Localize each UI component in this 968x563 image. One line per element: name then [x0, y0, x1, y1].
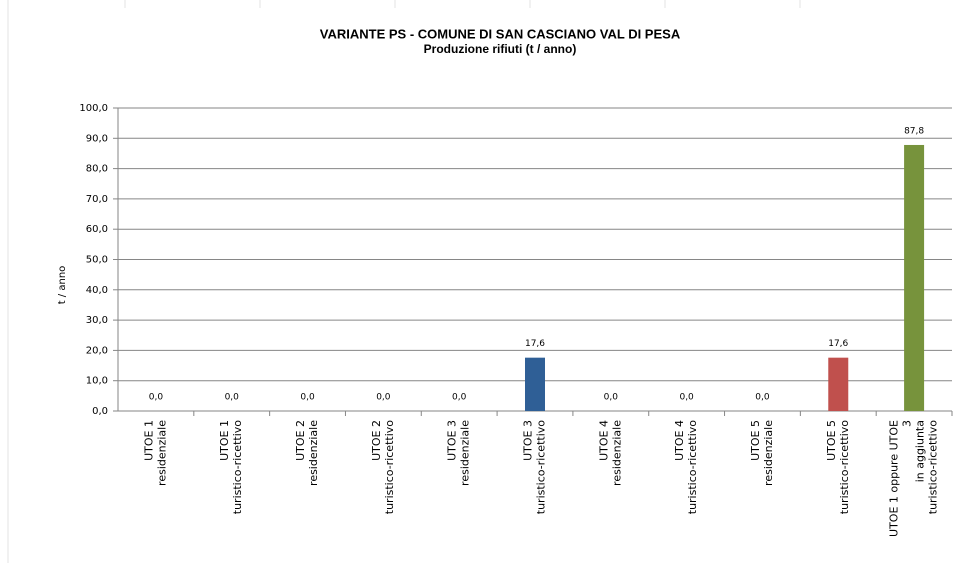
y-tick-label: 50,0: [86, 255, 108, 266]
y-tick-label: 70,0: [86, 194, 108, 205]
value-label: 0,0: [300, 393, 315, 403]
x-tick-label: residenziale: [307, 420, 320, 486]
x-tick-label: UTOE 1: [142, 420, 155, 461]
chart-title: VARIANTE PS - COMUNE DI SAN CASCIANO VAL…: [320, 26, 681, 41]
y-tick-label: 90,0: [86, 133, 108, 144]
x-tick-label: residenziale: [155, 420, 168, 486]
x-tick-label: turistico-ricettivo: [383, 420, 396, 515]
x-tick-label: UTOE 2: [370, 420, 383, 461]
value-label: 87,8: [904, 126, 924, 136]
x-tick-label: residenziale: [762, 420, 775, 486]
x-tick-label: UTOE 5: [825, 420, 838, 461]
x-tick-label: UTOE 5: [749, 420, 762, 461]
x-tick-label: UTOE 4: [673, 420, 686, 461]
x-tick-label: UTOE 3: [522, 420, 535, 461]
x-tick-label: UTOE 1: [218, 420, 231, 461]
y-tick-label: 80,0: [86, 164, 108, 175]
x-tick-label: 3: [901, 420, 914, 427]
sheet-grid: [7, 0, 801, 563]
bar: [904, 144, 925, 411]
x-tick-label: turistico-ricettivo: [927, 420, 940, 515]
x-tick-label: UTOE 4: [597, 420, 610, 461]
y-tick-label: 0,0: [92, 406, 108, 417]
value-label: 0,0: [225, 393, 240, 403]
y-tick-label: 10,0: [86, 376, 108, 387]
value-label: 0,0: [755, 393, 770, 403]
bar: [525, 357, 545, 411]
y-tick-label: 30,0: [86, 315, 108, 326]
y-axis-label: t / anno: [57, 266, 68, 305]
value-label: 0,0: [604, 393, 619, 403]
value-label: 17,6: [828, 339, 848, 349]
x-tick-label: UTOE 3: [446, 420, 459, 461]
x-tick-label: turistico-ricettivo: [686, 420, 699, 515]
x-tick-label: residenziale: [610, 420, 623, 486]
chart-subtitle: Produzione rifiuti (t / anno): [424, 42, 577, 56]
value-label: 0,0: [149, 393, 164, 403]
y-tick-label: 20,0: [86, 345, 108, 356]
y-tick-label: 100,0: [79, 103, 108, 114]
x-tick-label: turistico-ricettivo: [535, 420, 548, 515]
x-tick-label: turistico-ricettivo: [231, 420, 244, 515]
x-tick-label: UTOE 1 oppure UTOE: [888, 420, 901, 537]
x-tick-label: UTOE 2: [294, 420, 307, 461]
value-label: 0,0: [679, 393, 694, 403]
x-tick-label: in aggiunta: [914, 420, 927, 482]
x-tick-label: turistico-ricettivo: [838, 420, 851, 515]
x-tick-label: residenziale: [459, 420, 472, 486]
value-label: 0,0: [452, 393, 467, 403]
y-tick-label: 60,0: [86, 224, 108, 235]
bar: [828, 357, 849, 411]
value-label: 17,6: [525, 339, 545, 349]
value-label: 0,0: [376, 393, 391, 403]
y-tick-label: 40,0: [86, 285, 108, 296]
